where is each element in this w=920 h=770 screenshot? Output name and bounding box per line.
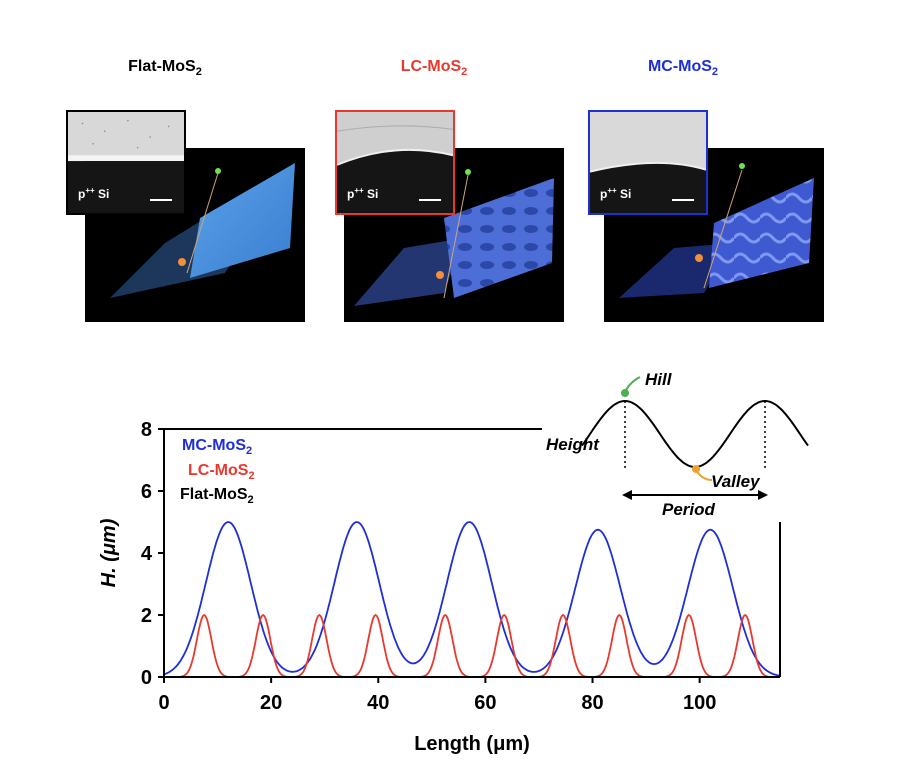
x-axis-label: Length (μm) bbox=[414, 733, 530, 755]
y-axis-label: H. (μm) bbox=[98, 518, 120, 587]
period-height-schematic: Hill Height Valley Period bbox=[546, 370, 809, 519]
sem-inset-mc: p++ Si bbox=[588, 110, 708, 215]
substrate-label: p++ Si bbox=[347, 186, 379, 201]
y-tick-label: 0 bbox=[141, 667, 152, 689]
x-tick-label: 80 bbox=[581, 692, 603, 714]
x-tick-label: 0 bbox=[158, 692, 169, 714]
period-arrow-left bbox=[622, 490, 632, 500]
hill-marker bbox=[621, 389, 629, 397]
x-tick-label: 40 bbox=[367, 692, 389, 714]
series-line-1 bbox=[164, 613, 780, 678]
valley-label: Valley bbox=[711, 472, 761, 491]
afm-3d-surface-mc bbox=[619, 163, 814, 298]
afm-panel-mc bbox=[604, 148, 824, 322]
x-tick-label: 60 bbox=[474, 692, 496, 714]
series-line-0 bbox=[163, 521, 781, 677]
height-label: Height bbox=[546, 435, 600, 454]
sem-inset-lc: p++ Si bbox=[335, 110, 455, 215]
sem-inset-flat: p++ Si bbox=[66, 110, 186, 215]
panel-title-flat: Flat-MoS2 bbox=[128, 58, 202, 79]
substrate-label: p++ Si bbox=[78, 186, 110, 201]
y-tick-label: 6 bbox=[141, 481, 152, 503]
x-tick-label: 100 bbox=[683, 692, 716, 714]
y-tick-label: 2 bbox=[141, 605, 152, 627]
x-tick-label: 20 bbox=[260, 692, 282, 714]
valley-marker bbox=[692, 465, 700, 473]
period-label: Period bbox=[662, 500, 716, 519]
substrate-label: p++ Si bbox=[600, 186, 632, 201]
period-arrow-right bbox=[758, 490, 768, 500]
legend-flat: Flat-MoS2 bbox=[180, 486, 254, 507]
y-tick-label: 4 bbox=[141, 543, 153, 565]
schematic-wave bbox=[581, 400, 809, 468]
y-tick-label: 8 bbox=[141, 419, 152, 441]
afm-3d-surface-lc bbox=[354, 169, 554, 306]
legend-lc: LC-MoS2 bbox=[188, 462, 255, 483]
legend-mc: MC-MoS2 bbox=[182, 437, 253, 458]
scale-bar bbox=[150, 199, 172, 201]
scale-bar bbox=[672, 199, 694, 201]
panel-title-mc: MC-MoS2 bbox=[647, 58, 719, 79]
hill-label: Hill bbox=[645, 370, 673, 389]
afm-3d-surface-flat bbox=[110, 163, 295, 298]
panel-title-lc: LC-MoS2 bbox=[400, 58, 468, 79]
scale-bar bbox=[419, 199, 441, 201]
